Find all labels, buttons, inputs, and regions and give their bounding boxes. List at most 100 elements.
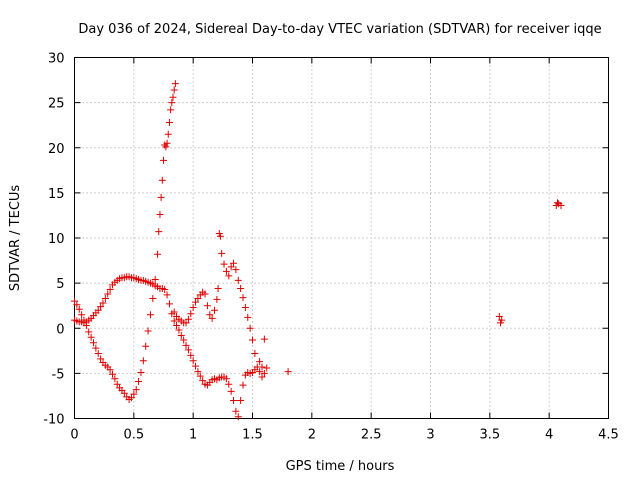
data-point	[194, 294, 202, 302]
data-point	[146, 311, 154, 319]
data-point	[249, 336, 256, 344]
data-point	[211, 306, 219, 314]
data-point	[170, 86, 178, 94]
x-tick-label: 1	[189, 428, 197, 443]
data-point	[237, 396, 245, 404]
data-point	[144, 327, 152, 335]
x-tick-label: 1.5	[242, 428, 263, 443]
y-tick-label: 5	[56, 277, 64, 292]
chart-title: Day 036 of 2024, Sidereal Day-to-day VTE…	[78, 22, 601, 37]
data-point	[218, 249, 226, 257]
data-point	[239, 381, 247, 389]
data-point	[230, 259, 238, 267]
data-point	[78, 311, 86, 319]
data-point	[557, 202, 565, 210]
data-point	[182, 341, 190, 349]
data-point	[162, 143, 170, 151]
data-point	[120, 389, 128, 397]
data-point	[220, 260, 228, 268]
x-tick-label: 3	[426, 428, 434, 443]
data-point	[156, 211, 164, 219]
data-point	[158, 176, 166, 184]
data-point	[170, 317, 178, 325]
data-point	[180, 336, 188, 344]
y-tick-label: 25	[48, 97, 65, 112]
data-point	[164, 130, 172, 138]
x-tick-label: 3.5	[479, 428, 500, 443]
data-point	[108, 370, 116, 378]
data-point	[263, 364, 271, 372]
data-point	[149, 294, 157, 302]
data-point	[239, 294, 247, 302]
tick-marks	[74, 57, 609, 419]
data-point	[167, 106, 175, 114]
data-point	[165, 300, 173, 308]
y-tick-labels: -10 -5 0 5 10 15 20 25 30	[43, 52, 64, 428]
data-point	[106, 285, 114, 293]
data-point	[246, 324, 254, 332]
x-tick-labels: 0 0.5 1 1.5 2 2.5 3 3.5 4 4.5	[70, 428, 618, 443]
data-point	[241, 303, 249, 311]
data-point	[216, 232, 224, 240]
y-tick-label: -10	[43, 413, 64, 428]
grid-lines	[74, 57, 609, 419]
data-point	[151, 276, 159, 284]
x-tick-label: 4.5	[598, 428, 619, 443]
data-point	[192, 298, 200, 306]
data-point	[113, 380, 121, 388]
y-tick-label: 10	[48, 232, 65, 247]
data-point	[106, 366, 114, 374]
x-tick-label: 2.5	[361, 428, 382, 443]
x-tick-label: 0	[70, 428, 78, 443]
y-tick-label: 30	[48, 52, 65, 67]
data-point	[237, 285, 245, 293]
data-point	[189, 357, 197, 365]
data-point	[196, 372, 204, 380]
data-point	[97, 355, 105, 363]
data-point	[89, 339, 97, 347]
y-tick-label: 20	[48, 142, 65, 157]
data-point	[94, 350, 102, 358]
data-point	[194, 368, 202, 376]
data-point	[99, 299, 107, 307]
data-point	[225, 380, 233, 388]
data-point	[232, 266, 240, 274]
data-point	[222, 375, 230, 383]
data-point	[258, 373, 266, 381]
data-point	[498, 316, 506, 324]
data-point	[256, 358, 264, 366]
data-point	[199, 377, 207, 385]
data-point	[260, 369, 268, 377]
data-point	[222, 267, 230, 275]
data-point	[92, 344, 100, 352]
data-point	[227, 263, 235, 271]
data-point	[189, 303, 197, 311]
data-point	[256, 368, 264, 376]
data-point	[187, 310, 195, 318]
data-point	[225, 272, 233, 280]
data-point	[97, 303, 105, 311]
data-point	[139, 357, 147, 365]
data-point	[213, 295, 221, 303]
data-point	[104, 290, 112, 298]
data-point	[244, 313, 252, 321]
data-point	[157, 193, 165, 201]
data-point	[173, 322, 181, 330]
data-point	[553, 199, 561, 207]
data-point	[165, 118, 173, 126]
data-point	[175, 326, 183, 334]
data-point	[71, 297, 78, 305]
data-point	[251, 350, 259, 358]
data-point	[155, 228, 163, 236]
data-point	[127, 394, 135, 402]
data-point	[227, 387, 235, 395]
data-point	[87, 333, 95, 341]
data-point	[177, 331, 185, 339]
data-point	[111, 375, 119, 383]
x-tick-label: 2	[308, 428, 316, 443]
data-point	[182, 319, 190, 327]
data-point	[171, 80, 179, 88]
data-point	[169, 93, 177, 101]
data-point	[230, 396, 238, 404]
